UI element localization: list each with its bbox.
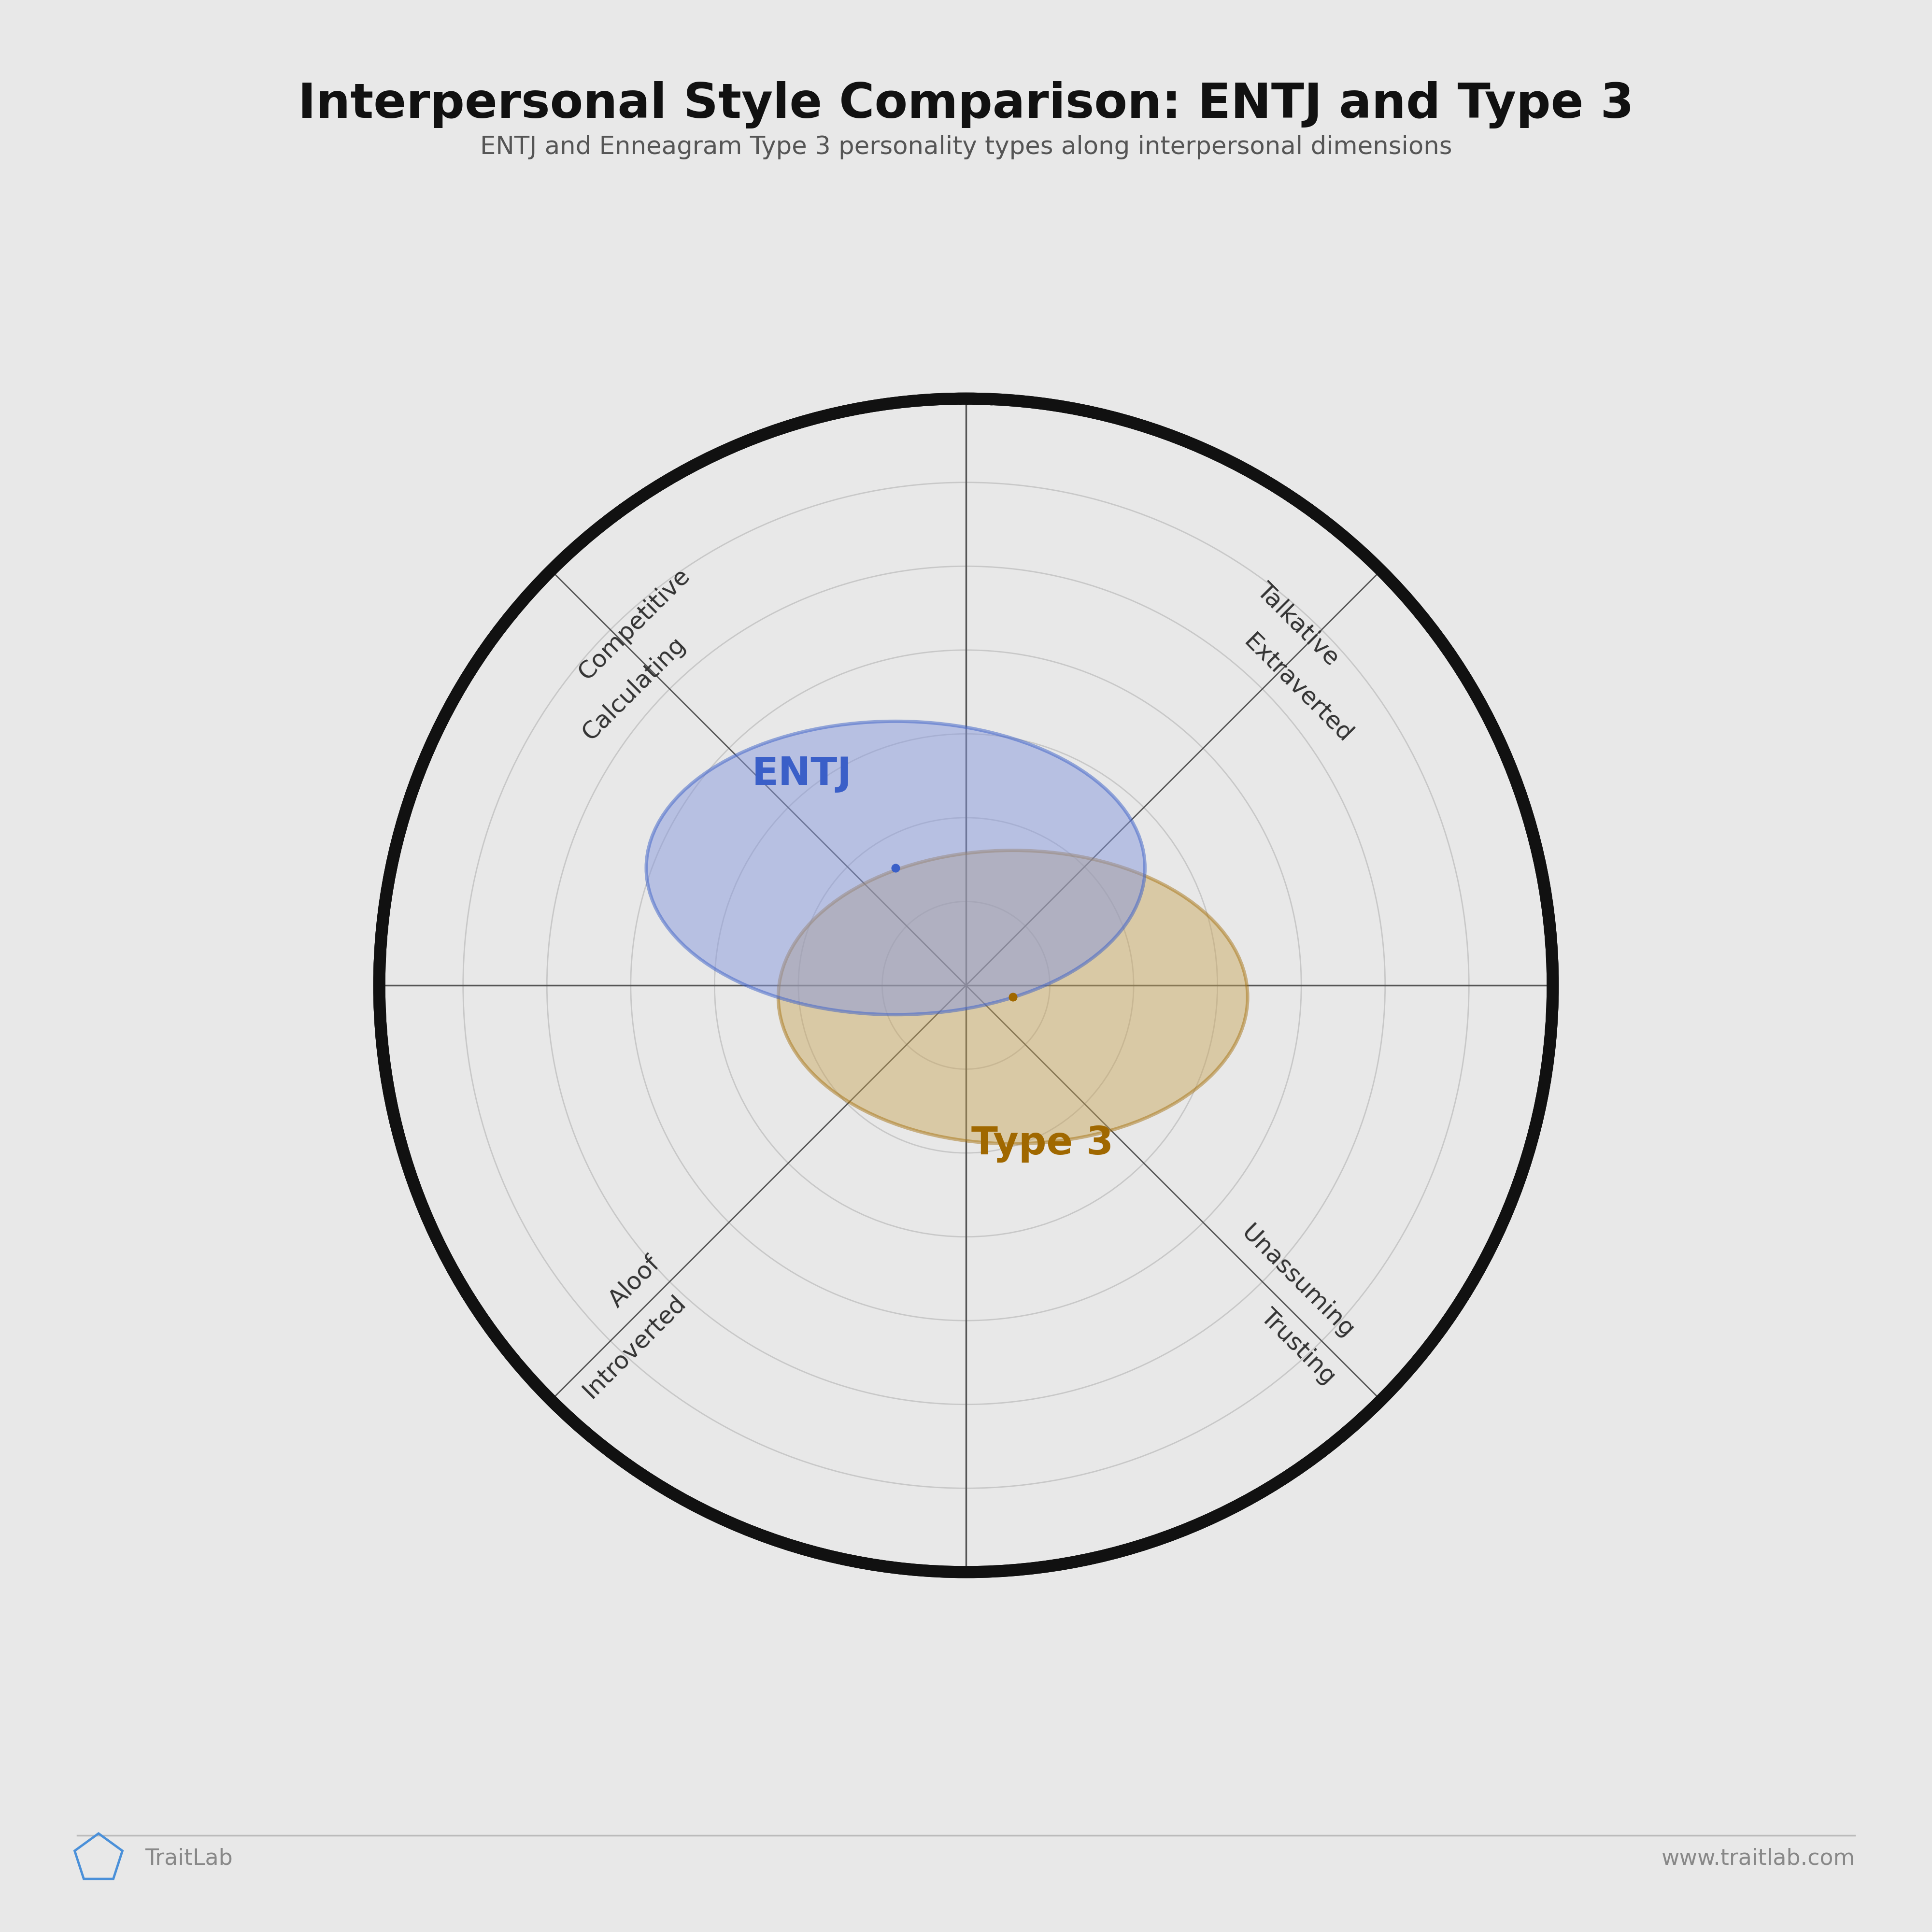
Text: Competitive: Competitive [574, 564, 694, 684]
Text: Assured: Assured [918, 328, 1014, 352]
Text: Submissive: Submissive [896, 1631, 1036, 1654]
Text: Unassured: Unassured [902, 1573, 1030, 1596]
Text: TraitLab: TraitLab [145, 1847, 232, 1870]
Text: Interpersonal Style Comparison: ENTJ and Type 3: Interpersonal Style Comparison: ENTJ and… [298, 81, 1634, 128]
Text: Agreeable: Agreeable [1577, 1003, 1698, 1026]
Text: Talkative: Talkative [1252, 578, 1343, 670]
Text: Type 3: Type 3 [972, 1124, 1113, 1163]
Text: Dominant: Dominant [906, 386, 1026, 410]
Text: Unassuming: Unassuming [1236, 1221, 1358, 1343]
Text: Calculating: Calculating [578, 632, 690, 744]
Text: Aloof: Aloof [605, 1252, 665, 1312]
Ellipse shape [779, 850, 1248, 1144]
Text: ENTJ: ENTJ [752, 755, 852, 792]
Text: ENTJ and Enneagram Type 3 personality types along interpersonal dimensions: ENTJ and Enneagram Type 3 personality ty… [479, 135, 1453, 160]
Text: Warm: Warm [1577, 945, 1646, 968]
Text: Aggressive: Aggressive [222, 1003, 355, 1026]
Text: Introverted: Introverted [578, 1291, 690, 1403]
Ellipse shape [645, 721, 1146, 1014]
Text: www.traitlab.com: www.traitlab.com [1662, 1847, 1855, 1870]
Text: Trusting: Trusting [1256, 1304, 1341, 1389]
Text: Extraverted: Extraverted [1238, 630, 1356, 748]
Text: Cold: Cold [301, 945, 355, 968]
